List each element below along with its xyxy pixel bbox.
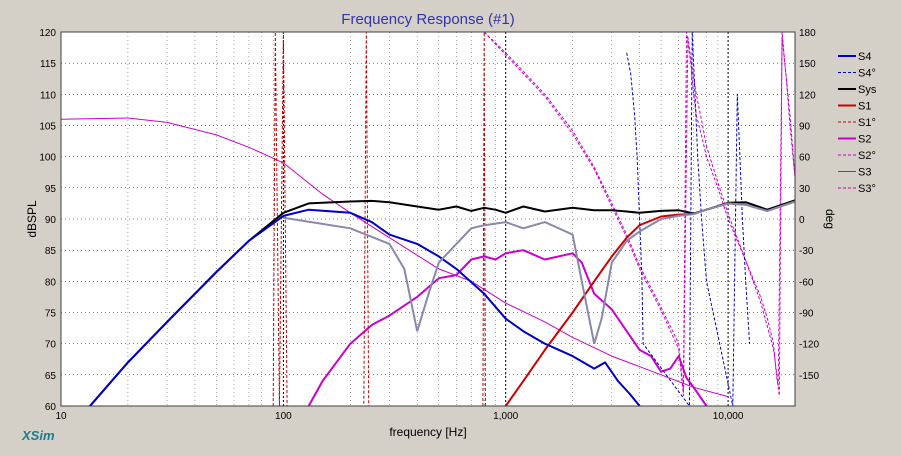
- y-tick-label: 120: [39, 28, 56, 39]
- series-s3: [60, 117, 729, 398]
- y-tick-label: 100: [39, 153, 56, 164]
- axis-tick-labels: 10 100 1,000 10,000 60 65 70 75 80 85 90 95 100 105 11…: [39, 28, 819, 422]
- legend-label: S1°: [858, 117, 876, 129]
- y-tick-label: 105: [39, 122, 56, 133]
- y2-axis-label: deg: [823, 209, 837, 229]
- y-tick-label: 90: [45, 215, 57, 226]
- y2-tick-label: 120: [799, 90, 816, 101]
- y2-tick-label: 30: [799, 184, 811, 195]
- x-tick-label: 1,000: [493, 411, 518, 422]
- xsim-logo: XSim: [22, 428, 55, 443]
- series-s2: [307, 249, 708, 407]
- y2-tick-label: -120: [799, 340, 819, 351]
- x-tick-label: 100: [275, 411, 292, 422]
- y-tick-label: 95: [45, 184, 57, 195]
- x-axis-label: frequency [Hz]: [389, 425, 466, 439]
- y-tick-label: 60: [45, 402, 57, 413]
- y2-tick-label: 150: [799, 59, 816, 70]
- legend-label: S4: [858, 51, 871, 63]
- x-tick-label: 10,000: [713, 411, 744, 422]
- y-tick-label: 85: [45, 246, 57, 257]
- legend-label: Sys: [858, 84, 877, 96]
- legend-label: S2°: [858, 150, 876, 162]
- series-s4-phase: [626, 31, 751, 407]
- legend-label: S2: [858, 134, 871, 146]
- legend-label: S3: [858, 167, 871, 179]
- y2-tick-label: -90: [799, 309, 814, 320]
- y2-tick-label: -30: [799, 246, 814, 257]
- x-tick-label: 10: [55, 411, 67, 422]
- y2-tick-label: -60: [799, 277, 814, 288]
- chart-title: Frequency Response (#1): [341, 11, 514, 28]
- plot-frame: [60, 31, 796, 407]
- y2-tick-label: 0: [799, 215, 805, 226]
- y-tick-label: 80: [45, 277, 57, 288]
- legend-label: S4°: [858, 68, 876, 80]
- y2-tick-label: -150: [799, 371, 819, 382]
- y-tick-label: 110: [40, 90, 56, 101]
- y-axis-label: dBSPL: [25, 200, 39, 238]
- y-tick-label: 75: [45, 309, 57, 320]
- legend-label: S3°: [858, 183, 876, 195]
- series-s2-phase: [483, 31, 796, 397]
- y-tick-label: 70: [45, 340, 57, 351]
- y-tick-label: 65: [45, 371, 57, 382]
- plot-area: [60, 31, 796, 407]
- legend-label: S1: [858, 101, 871, 113]
- series-s4: [89, 208, 641, 407]
- y2-tick-label: 180: [799, 28, 816, 39]
- series-sum-trace: [283, 200, 796, 344]
- legend: S4 S4° Sys S1 S1° S2 S2° S3 S3°: [838, 51, 877, 195]
- y2-tick-label: 60: [799, 153, 811, 164]
- y-tick-label: 115: [40, 59, 56, 70]
- y2-tick-label: 90: [799, 122, 811, 133]
